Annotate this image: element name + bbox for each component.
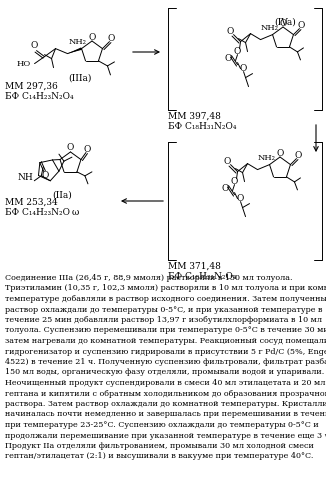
Text: БФ C₁₈H₃₁N₂O₄: БФ C₁₈H₃₁N₂O₄ — [168, 122, 236, 131]
Text: БФ C₁₄H₂₃N₂O: БФ C₁₄H₂₃N₂O — [5, 208, 70, 217]
Text: Неочищенный продукт суспендировали в смеси 40 мл этилацетата и 20 мл: Неочищенный продукт суспендировали в сме… — [5, 379, 325, 387]
Text: O: O — [83, 145, 91, 154]
Text: O: O — [234, 47, 241, 56]
Text: гептана и кипятили с обратным холодильником до образования прозрачного: гептана и кипятили с обратным холодильни… — [5, 390, 326, 398]
Text: O: O — [279, 18, 287, 28]
Text: NH₂: NH₂ — [258, 154, 275, 162]
Text: O: O — [31, 41, 38, 50]
Text: гидрогенизатор и суспензию гидрировали в присутствии 5 г Pd/C (5%, Engelhard: гидрогенизатор и суспензию гидрировали в… — [5, 348, 326, 356]
Text: течение 25 мин добавляли раствор 13,97 г изобутилхлорформиата в 10 мл: течение 25 мин добавляли раствор 13,97 г… — [5, 316, 322, 324]
Text: Продукт IIa отделяли фильтрованием, промывали 30 мл холодной смеси: Продукт IIa отделяли фильтрованием, пром… — [5, 442, 314, 450]
Text: O: O — [240, 64, 247, 73]
Text: (IIa): (IIa) — [52, 190, 72, 200]
Text: ω: ω — [72, 208, 79, 217]
Text: HO: HO — [16, 60, 31, 68]
Text: (IVa): (IVa) — [274, 18, 296, 26]
Text: O: O — [225, 54, 232, 63]
Text: 4522) в течение 21 ч. Полученную суспензию фильтровали, фильтрат разбавляли: 4522) в течение 21 ч. Полученную суспенз… — [5, 358, 326, 366]
Text: гептан/этилацетат (2:1) и высушивали в вакууме при температуре 40°C.: гептан/этилацетат (2:1) и высушивали в в… — [5, 452, 313, 460]
Text: затем нагревали до комнатной температуры. Реакционный сосуд помещали в: затем нагревали до комнатной температуры… — [5, 337, 326, 345]
Text: MM 253,34: MM 253,34 — [5, 198, 58, 207]
Text: БФ C₁₈H₃₁N₂O₄: БФ C₁₈H₃₁N₂O₄ — [168, 272, 236, 281]
Text: O: O — [67, 144, 74, 152]
Text: при температуре 23-25°C. Суспензию охлаждали до температуры 0-5°C и: при температуре 23-25°C. Суспензию охлаж… — [5, 421, 319, 429]
Text: NH₂: NH₂ — [68, 38, 86, 46]
Text: БФ C₁₄H₂₃N₂O₄: БФ C₁₄H₂₃N₂O₄ — [5, 92, 74, 101]
Text: O: O — [227, 27, 234, 36]
Text: O: O — [295, 151, 302, 160]
Text: раствор охлаждали до температуры 0-5°C, и при указанной температуре в: раствор охлаждали до температуры 0-5°C, … — [5, 306, 322, 314]
Text: 150 мл воды, органическую фазу отделяли, промывали водой и упаривали.: 150 мл воды, органическую фазу отделяли,… — [5, 368, 324, 376]
Text: O: O — [222, 184, 229, 193]
Text: Триэтиламин (10,35 г, 102,3 ммоля) растворяли в 10 мл толуола и при комнатной: Триэтиламин (10,35 г, 102,3 ммоля) раств… — [5, 284, 326, 292]
Text: O: O — [108, 34, 115, 43]
Text: MM 397,48: MM 397,48 — [168, 112, 221, 121]
Text: O: O — [276, 148, 284, 158]
Text: MM 371,48: MM 371,48 — [168, 262, 221, 271]
Text: продолжали перемешивание при указанной температуре в течение еще 3 ч.: продолжали перемешивание при указанной т… — [5, 432, 326, 440]
Text: O: O — [298, 21, 305, 30]
Text: O: O — [231, 177, 238, 186]
Text: O: O — [88, 32, 96, 42]
Text: толуола. Суспензию перемешивали при температуре 0-5°C в течение 30 мин, а: толуола. Суспензию перемешивали при темп… — [5, 326, 326, 334]
Text: NH₂: NH₂ — [260, 24, 278, 32]
Polygon shape — [67, 48, 82, 54]
Text: O: O — [237, 194, 244, 203]
Text: Соединение IIIa (26,45 г, 88,9 ммоля) растворяли в 150 мл толуола.: Соединение IIIa (26,45 г, 88,9 ммоля) ра… — [5, 274, 292, 282]
Text: температуре добавляли в раствор исходного соединения. Затем полученный: температуре добавляли в раствор исходног… — [5, 295, 326, 303]
Text: O: O — [41, 171, 49, 180]
Text: O: O — [224, 157, 231, 166]
Text: (IIIa): (IIIa) — [68, 74, 92, 82]
Text: начиналась почти немедленно и завершалась при перемешивании в течение 21 ч: начиналась почти немедленно и завершалас… — [5, 410, 326, 418]
Text: раствора. Затем раствор охлаждали до комнатной температуры. Кристаллизация: раствора. Затем раствор охлаждали до ком… — [5, 400, 326, 408]
Text: NH: NH — [18, 173, 34, 182]
Text: MM 297,36: MM 297,36 — [5, 82, 58, 91]
